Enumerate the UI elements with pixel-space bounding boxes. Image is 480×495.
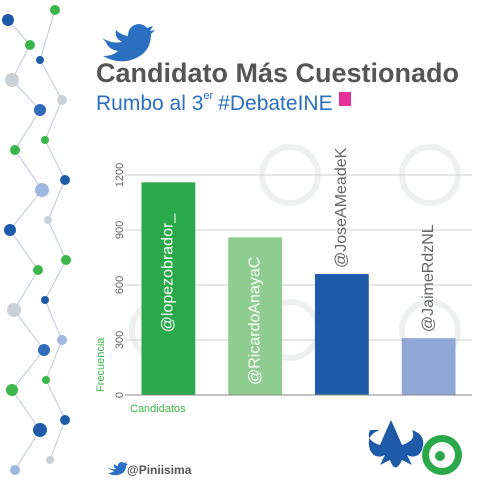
y-axis-label: Frecuencia bbox=[95, 337, 107, 392]
podium-icon bbox=[339, 92, 351, 106]
bar bbox=[228, 237, 283, 395]
y-tick-label: 0 bbox=[114, 392, 126, 398]
subtitle-hashtag: #DebateINE bbox=[218, 92, 332, 115]
category-label: @lopezobrador_ bbox=[160, 213, 177, 333]
footer-handle: @Piniisima bbox=[127, 463, 192, 477]
flask-logo-dot bbox=[435, 451, 445, 461]
category-label: @RicardoAnayaC bbox=[246, 257, 263, 385]
bar bbox=[401, 338, 456, 395]
bar bbox=[141, 182, 196, 395]
category-label: @JoseAMeadeK bbox=[333, 147, 350, 268]
footer-bird bbox=[108, 462, 128, 476]
bar bbox=[314, 274, 369, 395]
y-tick-label: 300 bbox=[114, 331, 126, 349]
subtitle-text: Rumbo al 3 bbox=[96, 92, 203, 115]
molecule-dots bbox=[2, 5, 71, 475]
twitter-bird bbox=[102, 24, 155, 62]
y-tick-label: 600 bbox=[114, 276, 126, 294]
chart-title: Candidato Más Cuestionado bbox=[96, 58, 459, 88]
category-label: @JaimeRdzNL bbox=[420, 224, 437, 332]
x-axis-label: Candidatos bbox=[130, 403, 186, 415]
y-tick-label: 1200 bbox=[114, 163, 126, 187]
chart-subtitle: Rumbo al 3er #DebateINE bbox=[96, 90, 333, 115]
university-logo bbox=[368, 420, 424, 468]
y-tick-label: 900 bbox=[114, 221, 126, 239]
subtitle-superscript: er bbox=[203, 90, 213, 102]
